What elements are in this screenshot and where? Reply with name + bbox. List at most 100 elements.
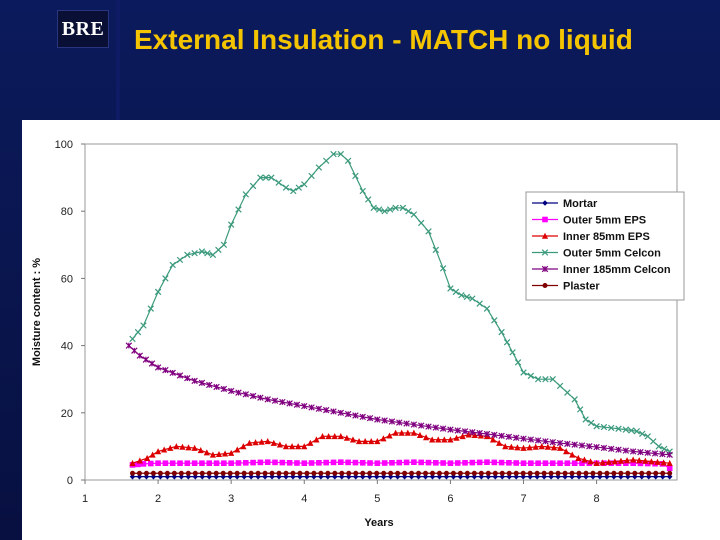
data-point-inner-85mm-eps <box>532 443 539 450</box>
data-point-outer-5mm-eps <box>330 459 337 466</box>
data-point-inner-185mm-celcon <box>279 398 286 406</box>
data-point-outer-5mm-celcon <box>352 172 359 180</box>
bre-logo: BRE <box>57 10 109 48</box>
data-point-mortar <box>164 473 171 480</box>
data-point-plaster <box>332 470 338 476</box>
data-point-outer-5mm-eps <box>564 460 571 466</box>
data-point-plaster <box>639 470 645 476</box>
data-point-outer-5mm-celcon <box>527 372 535 380</box>
data-point-mortar <box>394 473 401 480</box>
data-point-plaster <box>548 470 554 476</box>
data-point-inner-85mm-eps <box>349 436 357 443</box>
data-point-plaster <box>443 470 449 476</box>
data-point-outer-5mm-celcon <box>476 300 483 307</box>
data-point-inner-85mm-eps <box>654 458 661 465</box>
x-tick-label: 6 <box>447 493 453 505</box>
data-point-plaster <box>213 470 219 476</box>
data-point-inner-85mm-eps <box>617 457 625 464</box>
data-point-outer-5mm-celcon <box>491 317 498 324</box>
data-point-plaster <box>660 470 666 476</box>
data-point-mortar <box>450 473 457 480</box>
data-point-inner-85mm-eps <box>325 433 332 440</box>
data-point-plaster <box>130 470 136 476</box>
y-tick-label: 100 <box>55 139 73 151</box>
data-point-inner-185mm-celcon <box>271 397 279 404</box>
data-point-plaster <box>625 470 631 476</box>
data-point-inner-185mm-celcon <box>498 432 505 440</box>
gridlines <box>81 143 598 484</box>
data-point-outer-5mm-eps <box>528 460 534 466</box>
data-point-outer-5mm-celcon <box>235 206 242 213</box>
data-point-mortar <box>157 473 164 480</box>
data-point-inner-185mm-celcon <box>615 446 622 453</box>
data-point-outer-5mm-celcon <box>452 288 460 296</box>
data-point-inner-85mm-eps <box>374 438 381 445</box>
data-point-mortar <box>311 473 317 480</box>
data-point-mortar <box>192 473 199 480</box>
moisture-chart: 0 20 40 60 80 100 1 2 3 4 5 6 7 8 Years Moisture con… <box>31 139 685 529</box>
data-point-outer-5mm-eps <box>228 460 234 466</box>
data-point-outer-5mm-eps <box>352 459 359 466</box>
data-point-inner-185mm-celcon <box>542 438 549 445</box>
data-point-inner-85mm-eps <box>422 434 430 441</box>
data-point-inner-85mm-eps <box>129 459 136 466</box>
data-point-outer-5mm-eps <box>630 460 636 466</box>
data-point-inner-85mm-eps <box>544 443 551 450</box>
data-point-mortar <box>304 473 310 480</box>
legend-label-inner-185mm-celcon: Inner 185mm Celcon <box>563 264 671 276</box>
data-point-inner-185mm-celcon <box>176 372 184 379</box>
data-point-outer-5mm-eps <box>323 459 329 466</box>
data-point-inner-85mm-eps <box>435 436 442 443</box>
data-point-outer-5mm-celcon <box>275 179 282 186</box>
data-point-inner-185mm-celcon <box>534 437 542 444</box>
data-point-inner-185mm-celcon <box>578 442 586 449</box>
data-point-plaster <box>611 470 617 476</box>
data-point-outer-5mm-celcon <box>615 425 622 432</box>
data-point-mortar <box>464 473 471 480</box>
data-point-outer-5mm-eps <box>147 460 154 467</box>
data-point-plaster <box>541 470 547 476</box>
y-tick-label: 20 <box>61 408 73 420</box>
data-point-inner-185mm-celcon <box>308 404 315 411</box>
data-point-outer-5mm-celcon <box>129 335 136 343</box>
data-point-plaster <box>576 470 582 476</box>
data-point-inner-85mm-eps <box>295 443 302 450</box>
data-point-outer-5mm-celcon <box>571 396 578 403</box>
data-point-plaster <box>150 470 156 476</box>
data-point-inner-185mm-celcon <box>651 450 659 457</box>
legend-box <box>525 191 685 301</box>
data-point-inner-85mm-eps <box>337 433 344 440</box>
data-point-plaster <box>353 470 359 476</box>
data-point-plaster <box>597 470 603 476</box>
data-point-inner-85mm-eps <box>666 459 673 466</box>
data-point-mortar <box>534 473 540 480</box>
series-outer-5mm-eps <box>129 459 673 472</box>
data-point-inner-85mm-eps <box>197 447 204 454</box>
data-point-outer-5mm-eps <box>389 459 395 466</box>
data-point-outer-5mm-celcon <box>498 328 505 336</box>
data-point-outer-5mm-celcon <box>140 322 147 329</box>
data-point-inner-185mm-celcon <box>191 377 198 385</box>
data-point-outer-5mm-celcon <box>154 288 162 296</box>
data-point-outer-5mm-celcon <box>447 285 454 292</box>
data-point-inner-185mm-celcon <box>593 443 600 451</box>
data-point-mortar <box>276 473 282 480</box>
data-point-plaster <box>318 470 324 476</box>
data-point-outer-5mm-celcon <box>375 206 383 213</box>
data-point-plaster <box>185 470 191 476</box>
data-point-inner-185mm-celcon <box>476 429 483 437</box>
data-point-inner-85mm-eps <box>398 429 405 436</box>
data-point-inner-85mm-eps <box>623 457 631 464</box>
data-point-mortar <box>150 473 157 480</box>
data-point-inner-185mm-celcon <box>432 424 440 431</box>
data-point-inner-85mm-eps <box>185 444 192 451</box>
data-point-inner-85mm-eps <box>477 432 484 439</box>
data-point-plaster <box>569 470 575 476</box>
data-point-outer-5mm-celcon <box>364 196 372 203</box>
data-point-mortar <box>359 473 366 480</box>
data-point-outer-5mm-eps <box>608 460 615 466</box>
data-point-inner-185mm-celcon <box>527 436 535 443</box>
data-point-outer-5mm-eps <box>184 460 191 466</box>
data-point-outer-5mm-celcon <box>162 275 169 282</box>
data-point-plaster <box>534 470 540 476</box>
